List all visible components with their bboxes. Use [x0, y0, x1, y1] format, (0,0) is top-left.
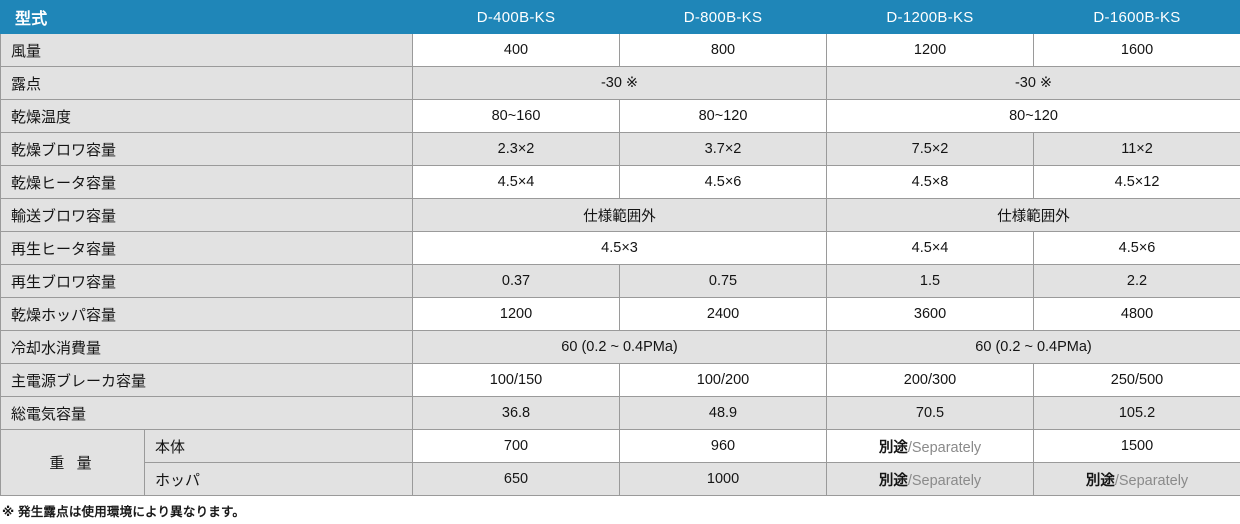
value-cell: 80~120 [826, 99, 1240, 133]
value-cell: 仕様範囲外 [412, 198, 828, 232]
table-row: 重 量本体 700 960 別途/Separately 1500 [0, 429, 1240, 496]
table-row: 乾燥ホッパ容量 1200 2400 3600 4800 [0, 297, 1240, 331]
value-cell: 4.5×12 [1033, 165, 1240, 199]
table-row: 総電気容量 36.8 48.9 70.5 105.2 [0, 396, 1240, 430]
value-cell: 4.5×3 [412, 231, 828, 265]
value-cell: 70.5 [826, 396, 1035, 430]
value-cell: 別途/Separately [826, 429, 1035, 463]
separately-label-jp: 別途 [1085, 472, 1115, 489]
row-label: 冷却水消費量 [0, 330, 414, 364]
value-cell: 60 (0.2 ~ 0.4PMa) [412, 330, 828, 364]
separately-label-en: /Separately [907, 472, 982, 489]
value-cell: -30 ※ [412, 66, 828, 100]
value-cell: 仕様範囲外 [826, 198, 1240, 232]
value-cell: 0.37 [412, 264, 621, 298]
value-cell: 4.5×8 [826, 165, 1035, 199]
value-cell: 1600 [1033, 33, 1240, 67]
specification-table: 型式 D-400B-KS D-800B-KS D-1200B-KS D-1600… [0, 0, 1240, 496]
table-row: 再生ヒータ容量 4.5×3 4.5×4 4.5×6 [0, 231, 1240, 265]
value-cell: 80~120 [619, 99, 828, 133]
header-model-1: D-400B-KS [412, 0, 621, 34]
footnote: ※ 発生露点は使用環境により異なります。 [2, 505, 246, 519]
weight-subrow-label: ホッパ [143, 462, 414, 496]
value-cell: 100/150 [412, 363, 621, 397]
header-model-4: D-1600B-KS [1033, 0, 1240, 34]
separately-label-jp: 別途 [878, 472, 908, 489]
separately-label-en: /Separately [1114, 472, 1189, 489]
value-cell: 4.5×6 [1033, 231, 1240, 265]
table-row: 輸送ブロワ容量 仕様範囲外 仕様範囲外 [0, 198, 1240, 232]
row-label: 露点 [0, 66, 414, 100]
value-cell: 48.9 [619, 396, 828, 430]
weight-group-label: 重 量 [0, 429, 145, 496]
header-label-model: 型式 [0, 0, 414, 34]
value-cell: 1200 [412, 297, 621, 331]
table-row: 乾燥温度 80~160 80~120 80~120 [0, 99, 1240, 133]
value-cell: 250/500 [1033, 363, 1240, 397]
value-cell: 4.5×6 [619, 165, 828, 199]
value-cell: 80~160 [412, 99, 621, 133]
value-cell: 2.3×2 [412, 132, 621, 166]
value-cell: 1.5 [826, 264, 1035, 298]
row-label: 輸送ブロワ容量 [0, 198, 414, 232]
value-cell: 105.2 [1033, 396, 1240, 430]
value-cell: 11×2 [1033, 132, 1240, 166]
table-row: 主電源ブレーカ容量 100/150 100/200 200/300 250/500 [0, 363, 1240, 397]
row-label: 再生ブロワ容量 [0, 264, 414, 298]
header-row: 型式 D-400B-KS D-800B-KS D-1200B-KS D-1600… [0, 0, 1240, 34]
value-cell: 4.5×4 [412, 165, 621, 199]
value-cell: 7.5×2 [826, 132, 1035, 166]
value-cell: 36.8 [412, 396, 621, 430]
row-label: 再生ヒータ容量 [0, 231, 414, 265]
value-cell: 60 (0.2 ~ 0.4PMa) [826, 330, 1240, 364]
row-label: 風量 [0, 33, 414, 67]
value-cell: 2400 [619, 297, 828, 331]
value-cell: 100/200 [619, 363, 828, 397]
table-header: 型式 D-400B-KS D-800B-KS D-1200B-KS D-1600… [0, 0, 1240, 34]
header-model-3: D-1200B-KS [826, 0, 1035, 34]
value-cell: 700 [412, 429, 621, 463]
row-label: 主電源ブレーカ容量 [0, 363, 414, 397]
weight-subrow-label: 本体 [143, 429, 414, 463]
value-cell: 別途/Separately [826, 462, 1035, 496]
header-model-2: D-800B-KS [619, 0, 828, 34]
value-cell: -30 ※ [826, 66, 1240, 100]
row-label: 乾燥ホッパ容量 [0, 297, 414, 331]
row-label: 乾燥ブロワ容量 [0, 132, 414, 166]
value-cell: 4.5×4 [826, 231, 1035, 265]
table-row: 風量 400 800 1200 1600 [0, 33, 1240, 67]
value-cell: 200/300 [826, 363, 1035, 397]
table-row: 冷却水消費量 60 (0.2 ~ 0.4PMa) 60 (0.2 ~ 0.4PMa) [0, 330, 1240, 364]
value-cell: 4800 [1033, 297, 1240, 331]
value-cell: 800 [619, 33, 828, 67]
value-cell: 別途/Separately [1033, 462, 1240, 496]
value-cell: 2.2 [1033, 264, 1240, 298]
separately-label-jp: 別途 [878, 439, 908, 456]
row-label: 乾燥温度 [0, 99, 414, 133]
value-cell: 400 [412, 33, 621, 67]
value-cell: 650 [412, 462, 621, 496]
table-row: 乾燥ヒータ容量 4.5×4 4.5×6 4.5×8 4.5×12 [0, 165, 1240, 199]
table-row: 露点 -30 ※ -30 ※ [0, 66, 1240, 100]
value-cell: 3.7×2 [619, 132, 828, 166]
value-cell: 1000 [619, 462, 828, 496]
separately-label-en: /Separately [907, 439, 982, 456]
value-cell: 1200 [826, 33, 1035, 67]
table-row: 乾燥ブロワ容量 2.3×2 3.7×2 7.5×2 11×2 [0, 132, 1240, 166]
value-cell: 0.75 [619, 264, 828, 298]
table-row: ホッパ 650 1000 別途/Separately 別途/Separately [1, 462, 1240, 496]
row-label: 総電気容量 [0, 396, 414, 430]
table-row: 再生ブロワ容量 0.37 0.75 1.5 2.2 [0, 264, 1240, 298]
value-cell: 960 [619, 429, 828, 463]
value-cell: 3600 [826, 297, 1035, 331]
table-body: 風量 400 800 1200 1600 露点 -30 ※ -30 ※ 乾燥温度 80~160 80… [0, 33, 1240, 496]
value-cell: 1500 [1033, 429, 1240, 463]
row-label: 乾燥ヒータ容量 [0, 165, 414, 199]
